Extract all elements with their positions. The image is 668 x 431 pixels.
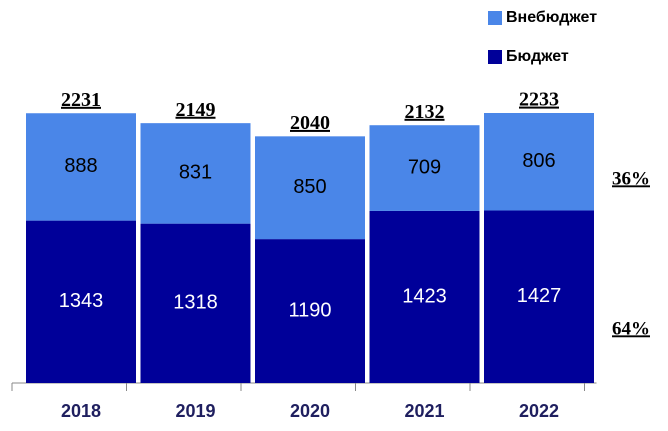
total-label: 2149 [176,99,216,121]
x-tick-label: 2019 [175,401,215,421]
legend-label: Бюджет [506,48,569,65]
data-label: 709 [408,156,441,178]
legend-label: Внебюджет [506,9,597,26]
x-tick-label: 2021 [404,401,444,421]
bar-segment [140,223,251,383]
data-label: 1190 [288,299,331,321]
data-label: 1427 [517,285,562,307]
annotation: 36% [612,168,650,189]
bar-segment [369,210,480,383]
total-label: 2231 [61,89,101,111]
data-label: 850 [293,176,326,198]
x-tick-label: 2020 [290,401,330,421]
bar-segment [484,113,594,211]
legend-swatch [488,11,502,25]
bar-segment [26,220,136,383]
data-label: 888 [64,155,97,177]
data-label: 1423 [402,285,447,307]
total-label: 2040 [290,112,330,134]
data-label: 1343 [59,290,104,312]
annotation: 64% [612,318,650,339]
x-tick-label: 2022 [519,401,559,421]
bar-segment [484,210,594,383]
data-label: 806 [522,150,555,172]
bar-segment [255,136,365,240]
x-tick-label: 2018 [61,401,101,421]
total-label: 2132 [405,101,445,123]
data-label: 831 [179,162,212,184]
bar-segment [255,239,365,383]
legend-swatch [488,50,502,64]
bar-segment [369,125,480,211]
data-label: 1318 [173,292,218,314]
total-label: 2233 [519,89,559,111]
bar-segment [140,123,251,224]
bar-segment [26,113,136,221]
